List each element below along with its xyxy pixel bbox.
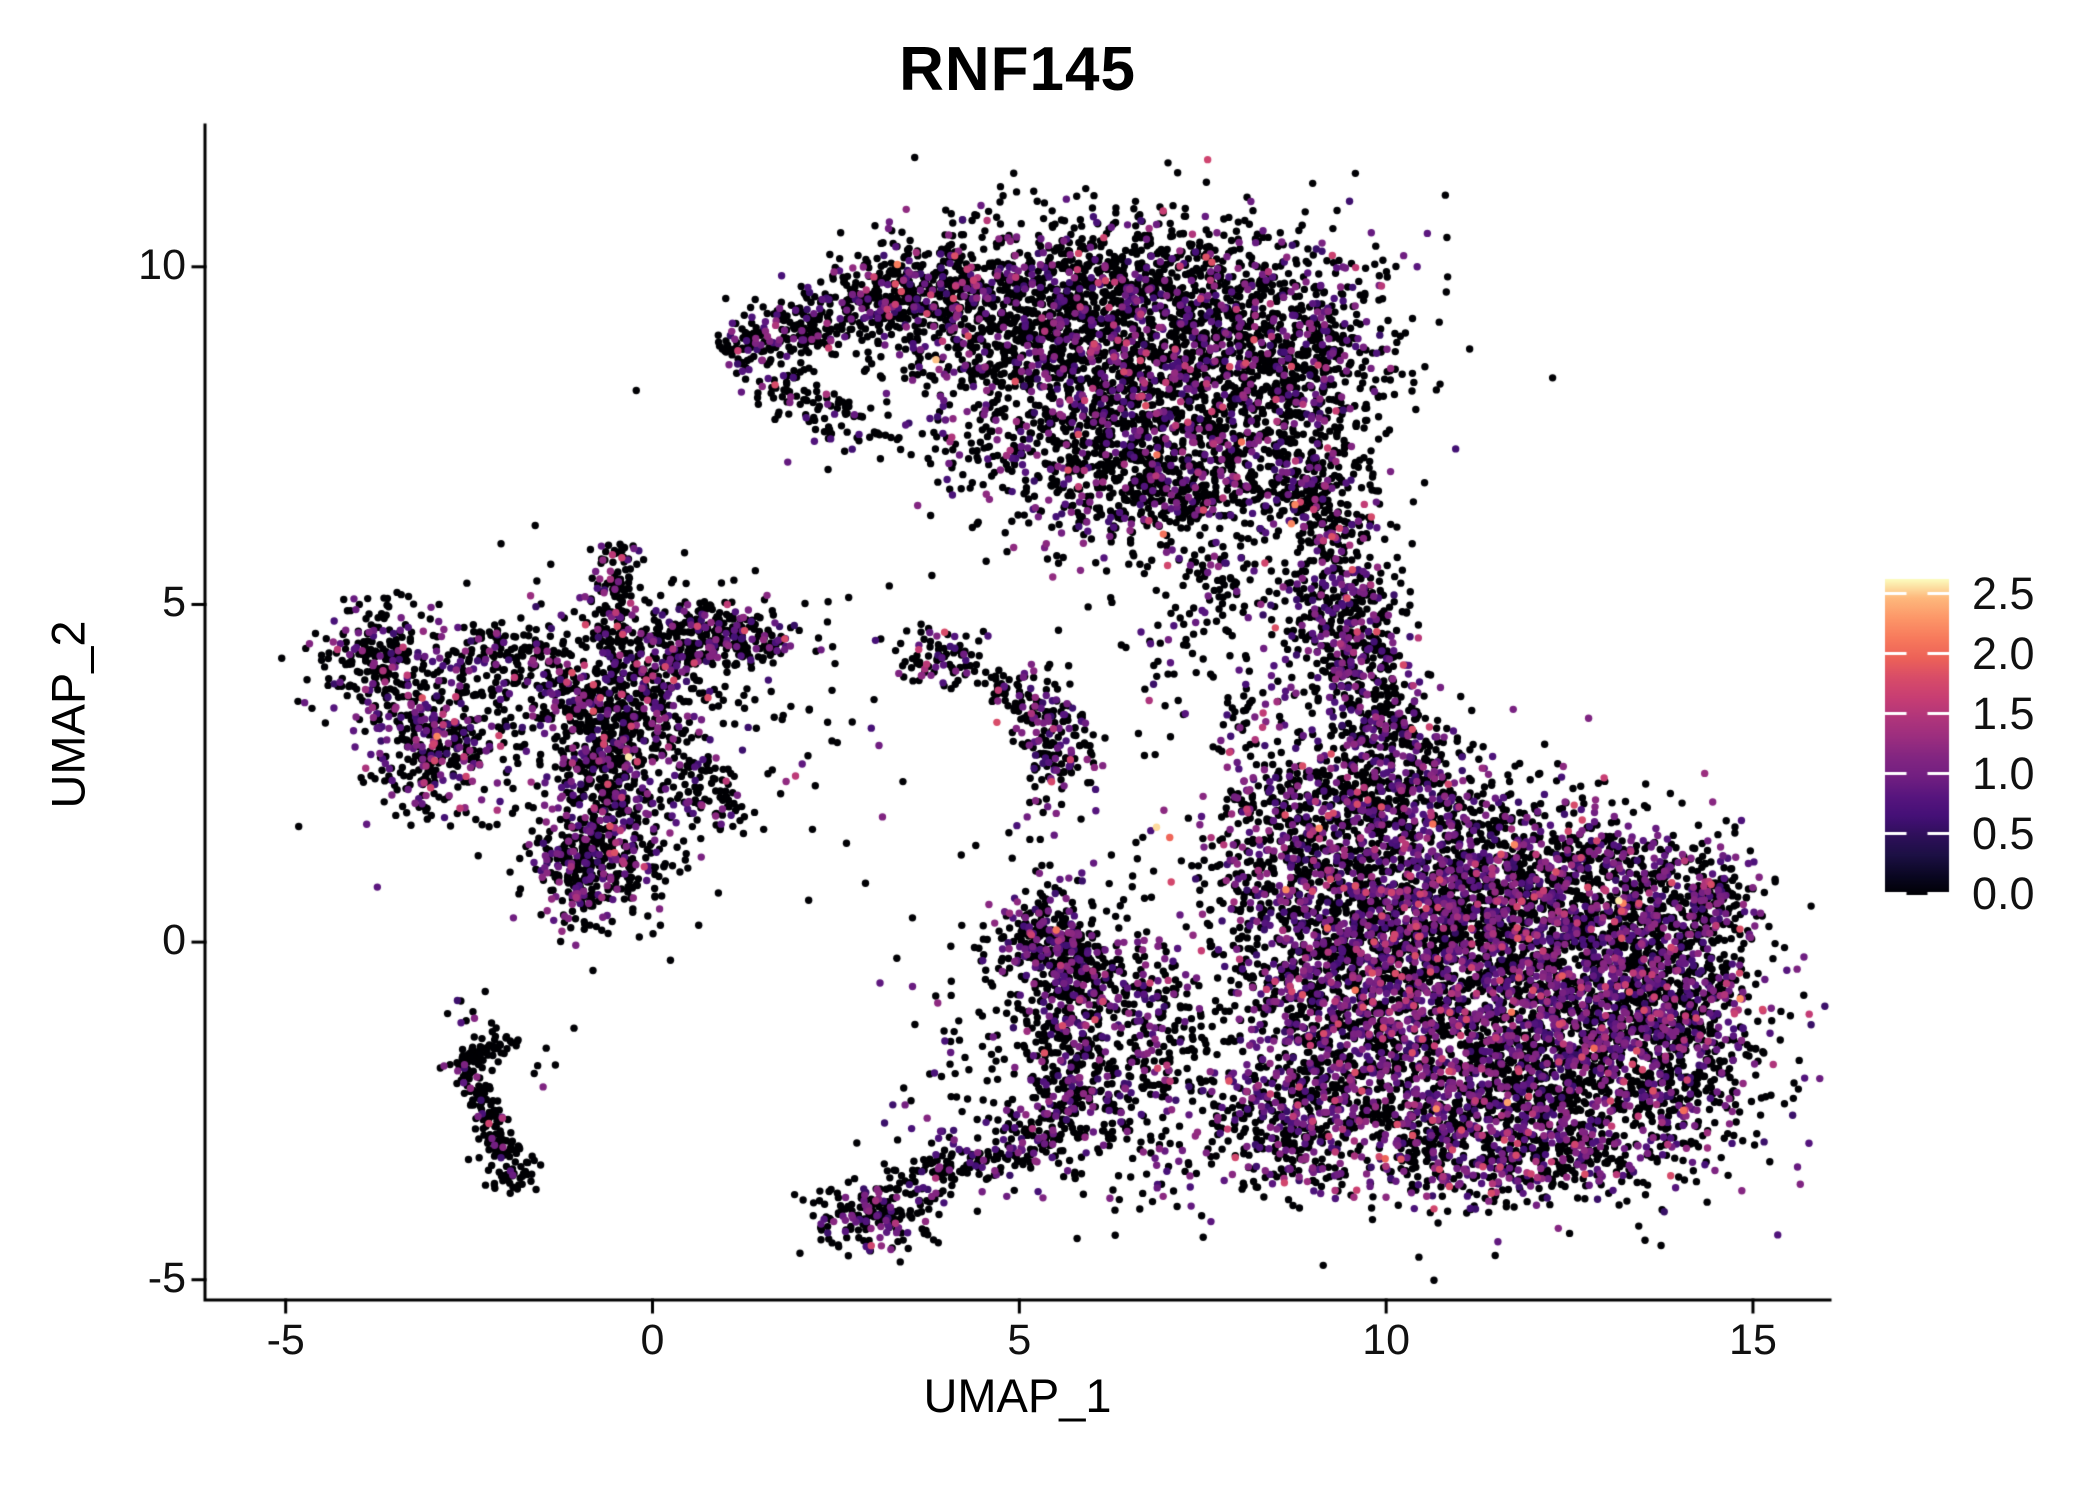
legend-tick-label: 2.0 — [1972, 627, 2035, 679]
x-tick-label: 0 — [640, 1316, 665, 1364]
legend-tick-label: 0.5 — [1972, 807, 2035, 859]
x-tick-label: -5 — [266, 1316, 305, 1364]
y-tick-label: 0 — [162, 916, 186, 965]
x-tick-label: 10 — [1362, 1316, 1411, 1364]
y-tick-label: 5 — [162, 578, 186, 627]
plot-title: RNF145 — [899, 35, 1136, 104]
y-tick-label: 10 — [138, 240, 186, 289]
legend-tick-label: 1.5 — [1972, 687, 2035, 739]
legend-tick-label: 1.0 — [1972, 747, 2035, 799]
legend-tick-label: 0.0 — [1972, 867, 2035, 919]
x-tick-label: 5 — [1007, 1316, 1032, 1364]
legend-tick-label: 2.5 — [1972, 567, 2035, 619]
y-tick-label: -5 — [147, 1253, 186, 1302]
x-tick-label: 15 — [1729, 1316, 1777, 1364]
x-axis-title: UMAP_1 — [923, 1369, 1112, 1422]
